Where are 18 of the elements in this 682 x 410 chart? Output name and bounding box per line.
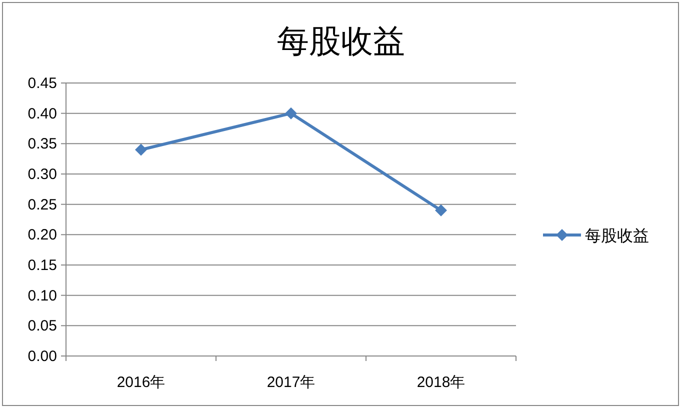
point [285, 107, 297, 120]
point [435, 204, 447, 216]
x-tick-label: 2016年 [116, 374, 166, 391]
y-tick-label: 0.35 [28, 136, 57, 153]
x-tick-label: 2018年 [416, 374, 466, 391]
chart-title: 每股收益 [277, 23, 405, 59]
point [135, 144, 147, 156]
y-tick-label: 0.05 [28, 318, 57, 335]
legend-label: 每股收益 [585, 227, 649, 245]
y-tick-label: 0.00 [28, 348, 57, 365]
y-tick-label: 0.10 [28, 287, 57, 304]
y-tick-label: 0.40 [28, 105, 57, 122]
y-tick-label: 0.25 [28, 196, 57, 214]
y-tick-label: 0.30 [28, 166, 57, 183]
y-tick-label: 0.20 [28, 226, 57, 244]
y-tick-label: 0.15 [28, 257, 57, 274]
x-tick-label: 2017年 [266, 374, 316, 391]
y-tick-label: 0.45 [28, 75, 57, 92]
